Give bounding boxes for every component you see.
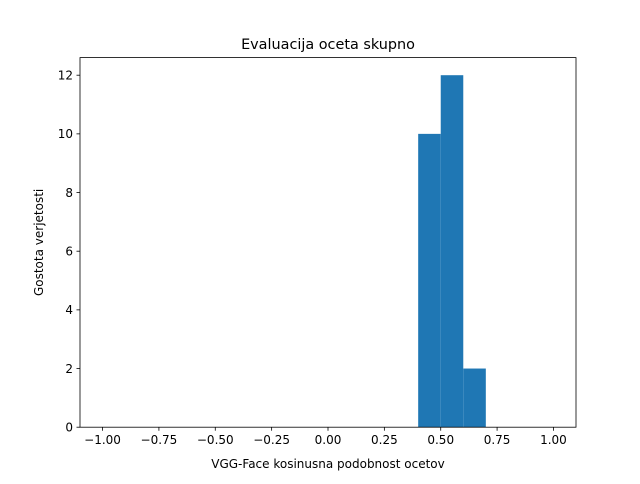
x-tick-label: 1.00 [540, 433, 567, 447]
y-tick-label: 2 [65, 362, 73, 376]
y-tick-label: 0 [65, 421, 73, 435]
y-ticks-group: 0 2 4 6 8 10 12 [58, 69, 80, 435]
x-tick-label: −0.75 [141, 433, 178, 447]
x-tick-label: 0.75 [484, 433, 511, 447]
y-tick-label: 8 [65, 186, 73, 200]
x-tick-label: 0.00 [315, 433, 342, 447]
bars-group [418, 75, 486, 428]
chart-title: Evaluacija oceta skupno [241, 37, 415, 53]
x-tick-label: 0.50 [427, 433, 454, 447]
y-tick-label: 12 [58, 69, 73, 83]
x-axis-label: VGG-Face kosinusna podobnost ocetov [211, 457, 445, 471]
y-tick-label: 6 [65, 245, 73, 259]
histogram-bar [463, 368, 486, 428]
plot-frame [79, 57, 577, 428]
y-axis-label: Gostota verjetosti [32, 189, 46, 296]
y-tick-label: 4 [65, 303, 73, 317]
x-tick-label: −0.50 [197, 433, 234, 447]
histogram-bar [440, 75, 464, 428]
y-tick-label: 10 [58, 127, 73, 141]
x-ticks-group: −1.00 −0.75 −0.50 −0.25 0.00 0.25 0.50 0.75 1.00 [84, 427, 567, 447]
x-tick-label: −1.00 [84, 433, 121, 447]
x-tick-label: 0.25 [371, 433, 398, 447]
histogram-bar [418, 133, 441, 428]
x-tick-label: −0.25 [253, 433, 290, 447]
